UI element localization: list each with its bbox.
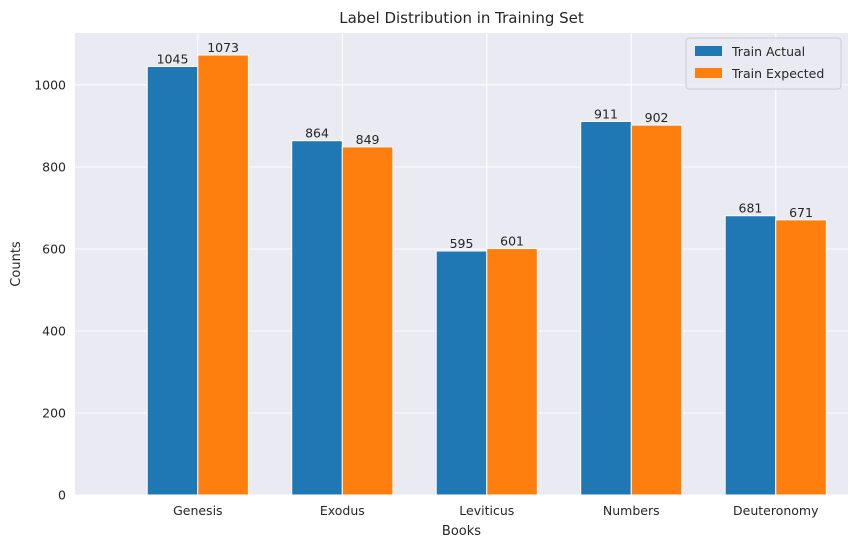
- chart-title: Label Distribution in Training Set: [339, 9, 584, 27]
- legend-label: Train Actual: [731, 44, 805, 59]
- bar-train-expected: [197, 54, 249, 496]
- x-tick-label: Genesis: [173, 503, 223, 518]
- x-tick-label: Leviticus: [459, 503, 514, 518]
- bar-train-actual: [291, 140, 343, 496]
- x-tick-labels: Genesis Exodus Leviticus Numbers Deuteronomy: [173, 503, 819, 518]
- bar-train-actual: [435, 250, 488, 496]
- bar-value-label: 1073: [207, 40, 239, 55]
- legend-swatch: [695, 46, 722, 56]
- bar-train-actual: [580, 120, 632, 496]
- y-tick-labels: 0 200 400 600 800 1000: [34, 77, 66, 502]
- bar-value-label: 1045: [157, 51, 189, 66]
- bar-value-label: 595: [450, 236, 474, 251]
- bar-value-label: 864: [305, 126, 329, 141]
- bar-value-labels: 1045 864 595 911 681 1073 849 601 902 671: [157, 40, 813, 251]
- legend-label: Train Expected: [731, 66, 824, 81]
- x-tick-label: Exodus: [320, 503, 365, 518]
- bar-value-label: 849: [356, 132, 380, 147]
- bar-train-expected: [341, 146, 394, 496]
- legend: Train Actual Train Expected: [685, 37, 842, 90]
- bar-train-actual: [146, 65, 199, 496]
- bar-train-expected: [486, 248, 538, 496]
- bar-value-label: 681: [739, 201, 763, 216]
- legend-box: [685, 37, 842, 90]
- y-tick-label: 600: [42, 241, 66, 256]
- legend-swatch: [695, 68, 722, 78]
- y-tick-label: 800: [42, 159, 66, 174]
- x-axis-label: Books: [442, 524, 481, 539]
- y-tick-label: 200: [42, 405, 66, 420]
- y-tick-label: 400: [42, 323, 66, 338]
- bar-value-label: 601: [500, 234, 524, 249]
- bars: [146, 54, 827, 496]
- bar-value-label: 911: [594, 106, 618, 121]
- bar-train-expected: [630, 124, 683, 496]
- x-tick-label: Deuteronomy: [733, 503, 819, 518]
- y-axis-label: Counts: [9, 241, 24, 287]
- bar-train-actual: [724, 215, 777, 496]
- bar-value-label: 902: [645, 110, 669, 125]
- y-tick-label: 1000: [34, 77, 66, 92]
- x-tick-label: Numbers: [603, 503, 660, 518]
- y-tick-label: 0: [58, 488, 66, 503]
- bar-train-expected: [775, 219, 827, 496]
- bar-value-label: 671: [789, 205, 813, 220]
